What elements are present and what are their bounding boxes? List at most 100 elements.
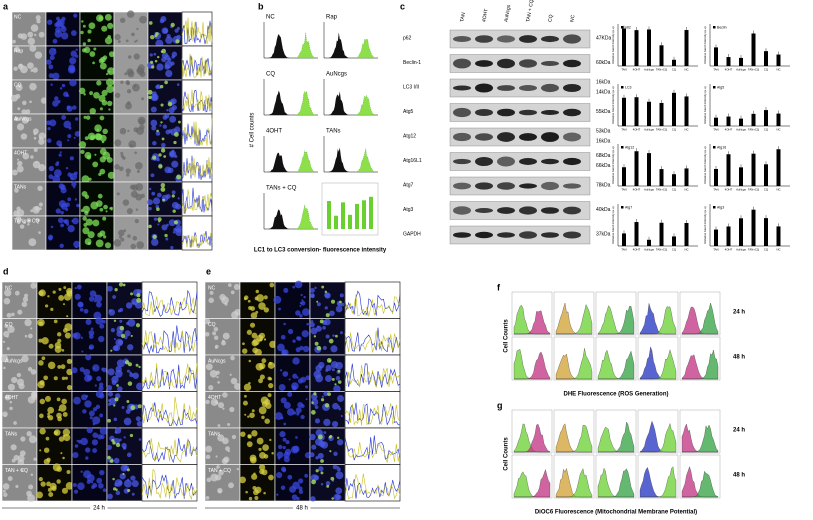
size-label: 16kDa [596,138,611,144]
cell-blob [80,149,85,155]
intensity-trace [344,441,401,463]
cell-blob [125,102,132,110]
cell-blob [137,116,146,125]
band [497,232,515,238]
cell-blob [280,416,284,420]
cell-blob [156,84,161,89]
cell-blob [10,94,18,102]
band [453,158,471,165]
cell-blob [324,403,330,408]
cell-blob [4,394,11,401]
cell-blob [87,375,93,381]
cell-blob [127,362,132,367]
cell-blob [56,412,62,419]
cell-blob [70,50,77,57]
cell-blob [334,383,337,386]
blot-label: Atg16L1 [403,158,422,164]
cell-blob [94,294,103,303]
cell-blob [295,347,301,353]
cell-blob [60,203,68,210]
cell-blob [135,323,141,328]
cell-blob [139,15,147,24]
cell-blob [315,429,323,437]
cell-blob [320,441,329,449]
cell-blob [58,436,65,442]
cell-blob [69,156,74,161]
category-label: CQ [672,128,677,132]
cell-blob [89,416,93,420]
cell-blob [130,243,137,250]
cell-blob [99,107,103,111]
cell-blob [52,175,61,183]
cell-blob [321,395,325,398]
cell-blob [47,295,50,298]
cell-blob [16,123,25,131]
cell-blob [163,155,167,158]
cell-blob [259,469,265,475]
cell-blob [263,295,268,300]
bar [659,45,664,66]
cell-blob [292,357,300,365]
cell-blob [95,133,103,141]
cell-blob [280,334,286,340]
band [453,85,471,91]
histogram [556,468,593,498]
cell-blob [233,283,240,290]
cell-blob [335,305,343,313]
category-label: CQ [764,128,769,132]
cell-blob [78,141,87,149]
cell-blob [313,474,320,481]
cell-blob [125,39,129,43]
cell-blob [287,474,293,480]
panel-letter: a [3,1,9,11]
cell-blob [222,392,228,398]
band [475,60,493,67]
cell-blob [114,397,119,402]
cell-blob [298,486,303,491]
cell-blob [282,437,287,442]
intensity-trace [344,402,401,426]
cell-blob [84,136,89,141]
inset-bar [341,202,345,229]
cell-blob [66,469,71,474]
cell-blob [114,288,118,292]
cell-blob [99,426,108,435]
cell-blob [98,385,104,391]
cell-blob [205,445,213,453]
cell-blob [66,384,73,391]
cell-blob [337,439,344,446]
category-label: CQ [764,68,769,72]
cell-blob [205,495,210,500]
cell-blob [62,434,66,438]
bar [647,239,651,246]
size-label: 60kDa [596,60,611,66]
cell-blob [125,168,131,174]
cell-blob [209,369,218,378]
cell-blob [26,490,32,497]
cell-blob [171,194,175,198]
band [563,231,581,239]
cell-blob [96,128,99,131]
lane-label: NC [569,14,576,23]
cell-blob [205,363,213,371]
cell-blob [11,458,16,463]
cell-blob [155,32,159,36]
cell-blob [113,457,120,464]
bar [672,174,676,186]
cell-blob [329,450,332,453]
cell-blob [116,359,125,368]
cell-blob [156,207,160,211]
cell-blob [320,483,324,486]
cell-blob [26,218,32,223]
category-label: AuNcgs [736,248,746,252]
cell-blob [104,13,112,21]
cell-blob [279,369,283,372]
cell-blob [65,481,74,490]
cell-blob [250,306,256,311]
cell-blob [3,297,11,305]
band [475,83,493,93]
micrograph [204,427,241,465]
cell-blob [50,83,53,86]
legend-label: p62 [625,25,631,29]
cell-blob [34,33,37,37]
